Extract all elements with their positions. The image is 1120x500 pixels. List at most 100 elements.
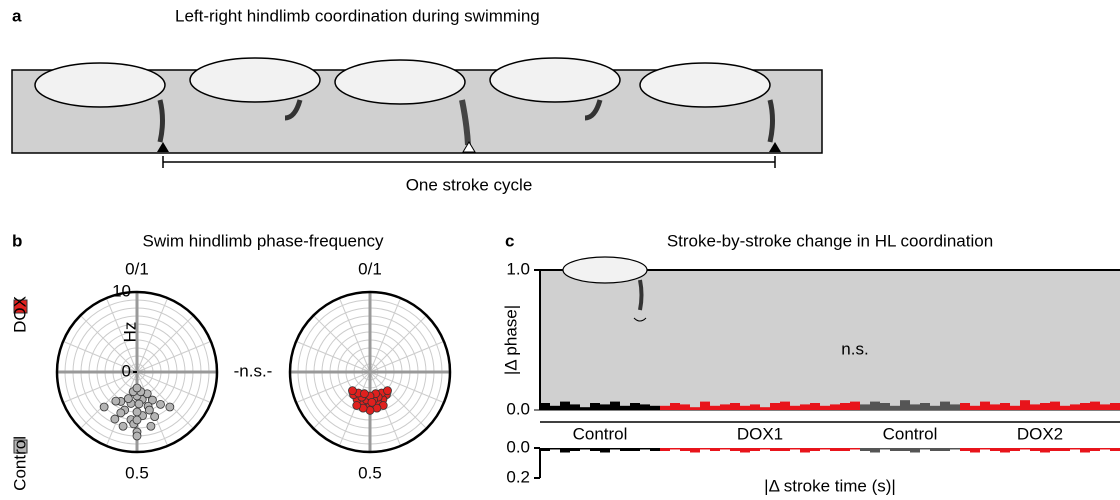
- grid-spoke: [80, 315, 138, 373]
- trace-bar: [1040, 403, 1050, 410]
- trace-bar-2: [790, 448, 800, 450]
- trace-bar-2: [1050, 448, 1060, 451]
- trace-bar-2: [900, 448, 910, 451]
- trace-bar: [830, 404, 840, 410]
- category-label: Control: [573, 424, 628, 443]
- trace-bar-2: [540, 448, 550, 451]
- trace-bar: [1020, 400, 1030, 410]
- grid-spoke: [369, 371, 445, 404]
- y-label: |Δ phase|: [501, 305, 520, 375]
- annotation: n.s.: [841, 339, 868, 358]
- trace-bar: [980, 401, 990, 410]
- legend-swatch: [13, 439, 28, 454]
- trace-bar: [580, 407, 590, 410]
- trace-bar: [690, 407, 700, 410]
- trace-bar: [950, 404, 960, 410]
- r-tick-label: 0: [122, 361, 131, 380]
- point: [111, 396, 121, 406]
- legend-label: DOX: [10, 296, 29, 333]
- point: [132, 415, 142, 425]
- arrow: [633, 317, 647, 322]
- trace-bar: [700, 401, 710, 410]
- grid-spoke: [80, 371, 138, 429]
- trace-bar: [840, 403, 850, 410]
- caption: One stroke cycle: [406, 175, 533, 194]
- trace-bar: [1070, 404, 1080, 410]
- point: [383, 386, 392, 396]
- grid-spoke: [62, 371, 138, 404]
- rats: [34, 57, 775, 146]
- point: [132, 407, 142, 417]
- trace-bar-2: [630, 448, 640, 451]
- trace-bar-2: [880, 448, 890, 450]
- trace-bar-2: [970, 448, 980, 453]
- trace-bar: [1080, 403, 1090, 410]
- point: [148, 395, 157, 405]
- grid-spoke: [313, 371, 371, 429]
- trace-bar: [680, 404, 690, 410]
- trace-bar-2: [690, 448, 700, 453]
- legend-swatch: [13, 299, 28, 314]
- trace-bar-2: [870, 448, 880, 453]
- trace-bar-2: [600, 448, 610, 453]
- trace-bar: [570, 404, 580, 410]
- trace-bar: [970, 405, 980, 410]
- trace-bar: [960, 403, 970, 410]
- trace-bar: [670, 403, 680, 410]
- marker: [157, 142, 169, 152]
- grid-spoke: [338, 297, 371, 373]
- grid-spoke: [313, 315, 371, 373]
- trace-bar-2: [1080, 448, 1090, 453]
- trace-bar: [1050, 401, 1060, 410]
- trace-bar: [850, 401, 860, 410]
- outer-ring: [288, 290, 452, 454]
- trace-bar-2: [1060, 448, 1070, 451]
- trace-bar-2: [720, 448, 730, 450]
- grid-spoke: [369, 340, 445, 373]
- y2-tick-label: 0.2: [506, 467, 530, 486]
- legend-label: Control: [10, 436, 29, 491]
- y-tick-label: 0.0: [506, 399, 530, 418]
- trace-bar-2: [1030, 448, 1040, 451]
- grid-spoke: [136, 371, 212, 404]
- trace-bar: [630, 403, 640, 410]
- trace-bar: [780, 401, 790, 410]
- panel-label: a: [12, 6, 22, 25]
- trace-bar: [870, 401, 880, 410]
- trace-bar: [730, 403, 740, 410]
- trace-bar-2: [670, 448, 680, 450]
- trace-bar-2: [570, 448, 580, 451]
- trace-bar-2: [730, 448, 740, 451]
- trace-bar: [1060, 405, 1070, 410]
- trace-bar: [910, 404, 920, 410]
- point: [150, 412, 160, 422]
- phase-tick-label: 0/1: [125, 259, 149, 278]
- plots: b Swim hindlimb phase-frequency -n.s.- 0/1 0…: [10, 231, 1120, 495]
- trace-bar: [640, 404, 650, 410]
- marker: [769, 142, 781, 152]
- trace-bar: [990, 404, 1000, 410]
- grid-spoke: [136, 315, 194, 373]
- trace-bar-2: [1070, 448, 1080, 450]
- point: [99, 402, 109, 412]
- grid-spoke: [136, 371, 194, 429]
- bracket: [162, 156, 776, 168]
- trace-bar: [860, 404, 870, 410]
- trace-bar-2: [640, 448, 650, 450]
- r-label: Hz: [120, 322, 139, 343]
- trace-bar-2: [800, 448, 810, 453]
- trace-bar: [810, 403, 820, 410]
- point: [352, 401, 362, 410]
- trace-bar: [750, 404, 760, 410]
- trace-bar-2: [580, 448, 590, 450]
- trace-bar: [920, 403, 930, 410]
- point: [118, 421, 128, 431]
- trace-bar: [770, 403, 780, 410]
- trace-bar-2: [940, 448, 950, 451]
- trace-bar-2: [1000, 448, 1010, 453]
- phase-tick-label: 0.5: [125, 463, 149, 482]
- trace-bar-2: [710, 448, 720, 451]
- trace-bar: [540, 403, 550, 410]
